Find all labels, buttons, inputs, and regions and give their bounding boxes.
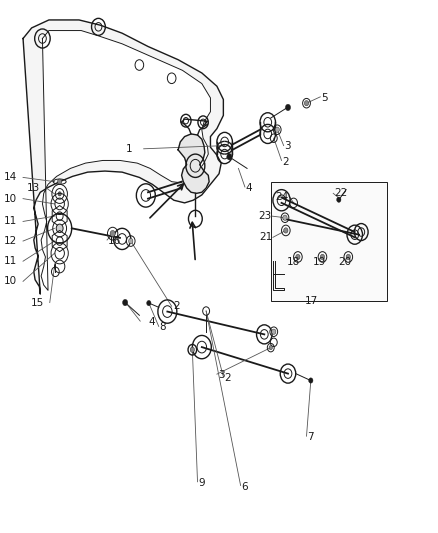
Text: 18: 18 [287,257,300,267]
Circle shape [309,378,313,383]
Text: 11: 11 [4,256,17,266]
Circle shape [147,301,151,306]
Text: 16: 16 [108,236,121,246]
Text: 15: 15 [31,297,44,308]
Polygon shape [41,30,210,290]
Text: 14: 14 [4,172,17,182]
Circle shape [190,347,194,352]
Text: 1: 1 [126,144,133,154]
FancyBboxPatch shape [271,182,387,301]
Polygon shape [23,20,223,294]
Text: 23: 23 [258,211,271,221]
Polygon shape [178,134,209,193]
Text: 19: 19 [313,257,326,267]
Text: 20: 20 [339,257,352,267]
Text: 8: 8 [159,322,166,333]
Text: 7: 7 [307,432,314,442]
Circle shape [283,215,287,220]
Circle shape [227,154,232,160]
Circle shape [123,300,128,306]
Text: 2: 2 [283,157,289,166]
Circle shape [129,238,133,244]
Circle shape [272,329,276,334]
Circle shape [110,230,115,237]
Text: 10: 10 [4,276,17,286]
Text: 2: 2 [173,301,180,311]
Circle shape [346,254,350,260]
Text: 22: 22 [334,188,347,198]
Circle shape [57,179,62,184]
Text: 4: 4 [148,317,155,327]
Text: 11: 11 [4,216,17,227]
Circle shape [286,104,290,111]
Text: 5: 5 [321,93,328,103]
Circle shape [56,224,63,232]
Circle shape [304,101,309,106]
Text: 21: 21 [259,232,272,243]
Text: 6: 6 [241,481,248,491]
Circle shape [269,345,272,350]
Text: 17: 17 [305,296,318,306]
Text: 9: 9 [198,478,205,488]
Text: 12: 12 [4,236,17,246]
Text: 10: 10 [4,193,17,204]
Circle shape [337,197,341,203]
Text: 13: 13 [27,183,40,193]
Text: 3: 3 [218,370,224,380]
Text: 24: 24 [275,191,288,201]
Circle shape [320,254,325,260]
Circle shape [284,228,288,233]
Circle shape [275,127,279,132]
Text: 2: 2 [224,373,231,383]
Text: 4: 4 [246,183,252,193]
Text: 3: 3 [285,141,291,151]
Circle shape [58,192,61,196]
Circle shape [296,254,300,260]
